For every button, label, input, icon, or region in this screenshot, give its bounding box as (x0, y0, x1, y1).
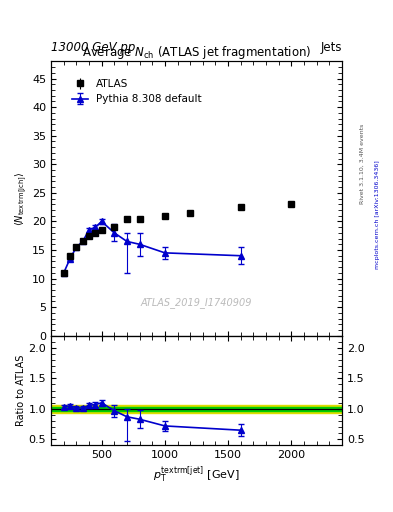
Text: Jets: Jets (320, 41, 342, 54)
Legend: ATLAS, Pythia 8.308 default: ATLAS, Pythia 8.308 default (68, 75, 206, 109)
Bar (51, 404, 342, 413)
X-axis label: $p_\mathrm{T}^\mathrm{textrm[jet]}$ [GeV]: $p_\mathrm{T}^\mathrm{textrm[jet]}$ [GeV… (153, 464, 240, 485)
Y-axis label: Ratio to ATLAS: Ratio to ATLAS (16, 355, 26, 426)
Title: Average $N_\mathregular{ch}$ (ATLAS jet fragmentation): Average $N_\mathregular{ch}$ (ATLAS jet … (82, 44, 311, 61)
Text: mcplots.cern.ch [arXiv:1306.3436]: mcplots.cern.ch [arXiv:1306.3436] (375, 161, 380, 269)
Text: ATLAS_2019_I1740909: ATLAS_2019_I1740909 (141, 297, 252, 308)
Y-axis label: $\langle N_\mathrm{textrm[jch]}\rangle$: $\langle N_\mathrm{textrm[jch]}\rangle$ (13, 171, 29, 226)
Bar (51, 407, 342, 411)
Text: 13000 GeV pp: 13000 GeV pp (51, 41, 136, 54)
Text: Rivet 3.1.10, 3.4M events: Rivet 3.1.10, 3.4M events (360, 124, 365, 204)
